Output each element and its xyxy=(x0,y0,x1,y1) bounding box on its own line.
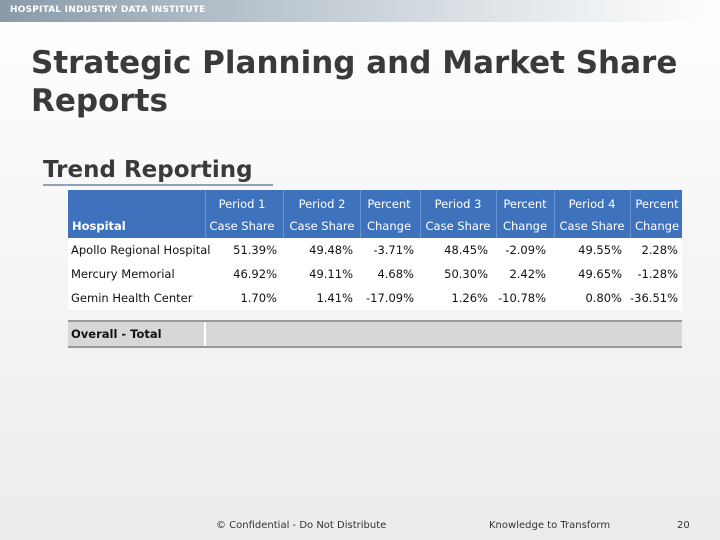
top-banner: HOSPITAL INDUSTRY DATA INSTITUTE xyxy=(0,0,720,22)
table-cell: 49.55% xyxy=(578,243,622,257)
table-cell: -10.78% xyxy=(498,291,546,305)
column-header-line1: Percent xyxy=(503,197,547,211)
hospital-name: Apollo Regional Hospital xyxy=(71,243,211,257)
column-header: Period 2 Case Share xyxy=(283,190,360,238)
column-header-line1: Period 1 xyxy=(218,197,266,211)
column-header: Period 1 Case Share xyxy=(205,190,278,238)
table-cell: 1.41% xyxy=(316,291,353,305)
column-header-line1: Percent xyxy=(367,197,411,211)
table-row: Mercury Memorial 46.92% 49.11% 4.68% 50.… xyxy=(68,262,682,286)
table-cell: 0.80% xyxy=(585,291,622,305)
totals-row: Overall - Total xyxy=(68,320,682,348)
column-header-line2: Change xyxy=(634,219,680,233)
footer-tagline: Knowledge to Transform xyxy=(489,520,611,531)
column-header: Period 3 Case Share xyxy=(420,190,495,238)
trend-table: Hospital Period 1 Case Share Period 2 Ca… xyxy=(68,190,682,348)
column-header: Period 4 Case Share xyxy=(554,190,629,238)
column-header-line1: Percent xyxy=(635,197,679,211)
column-header: Percent Change xyxy=(630,190,683,238)
totals-label: Overall - Total xyxy=(71,327,162,341)
column-header-line2: Change xyxy=(502,219,548,233)
table-cell: 49.11% xyxy=(309,267,353,281)
column-header-line1: Period 3 xyxy=(434,197,482,211)
slide-title: Strategic Planning and Market Share Repo… xyxy=(31,45,678,119)
table-cell: 46.92% xyxy=(233,267,277,281)
table-cell: -3.71% xyxy=(373,243,414,257)
table-cell: -36.51% xyxy=(630,291,678,305)
table-cell: 2.28% xyxy=(641,243,678,257)
table-cell: 48.45% xyxy=(444,243,488,257)
column-header-line2: Case Share xyxy=(559,219,625,233)
table-cell: 49.48% xyxy=(309,243,353,257)
brand-name: HOSPITAL INDUSTRY DATA INSTITUTE xyxy=(10,5,206,15)
table-row: Gemin Health Center 1.70% 1.41% -17.09% … xyxy=(68,286,682,310)
table-cell: 49.65% xyxy=(578,267,622,281)
column-header: Percent Change xyxy=(360,190,417,238)
subtitle-underline xyxy=(43,184,273,186)
table-header: Hospital Period 1 Case Share Period 2 Ca… xyxy=(68,190,682,238)
column-header: Percent Change xyxy=(496,190,553,238)
column-header-line2: Case Share xyxy=(289,219,355,233)
hospital-column-header: Hospital xyxy=(72,219,126,233)
table-cell: -1.28% xyxy=(637,267,678,281)
column-header-line2: Case Share xyxy=(425,219,491,233)
table-cell: 1.70% xyxy=(240,291,277,305)
page-number: 20 xyxy=(677,520,690,531)
table-cell: 4.68% xyxy=(377,267,414,281)
column-header-line2: Case Share xyxy=(209,219,275,233)
column-header-line2: Change xyxy=(366,219,412,233)
slide-subtitle: Trend Reporting xyxy=(43,157,253,183)
confidential-notice: © Confidential - Do Not Distribute xyxy=(216,520,387,531)
table-row: Apollo Regional Hospital 51.39% 49.48% -… xyxy=(68,238,682,262)
table-cell: 1.26% xyxy=(451,291,488,305)
hospital-name: Gemin Health Center xyxy=(71,291,193,305)
table-cell: 50.30% xyxy=(444,267,488,281)
table-cell: 51.39% xyxy=(233,243,277,257)
hospital-name: Mercury Memorial xyxy=(71,267,175,281)
table-cell: -2.09% xyxy=(505,243,546,257)
column-header-line1: Period 4 xyxy=(568,197,616,211)
column-header-line1: Period 2 xyxy=(298,197,346,211)
table-cell: 2.42% xyxy=(509,267,546,281)
totals-divider xyxy=(204,322,206,346)
table-cell: -17.09% xyxy=(366,291,414,305)
